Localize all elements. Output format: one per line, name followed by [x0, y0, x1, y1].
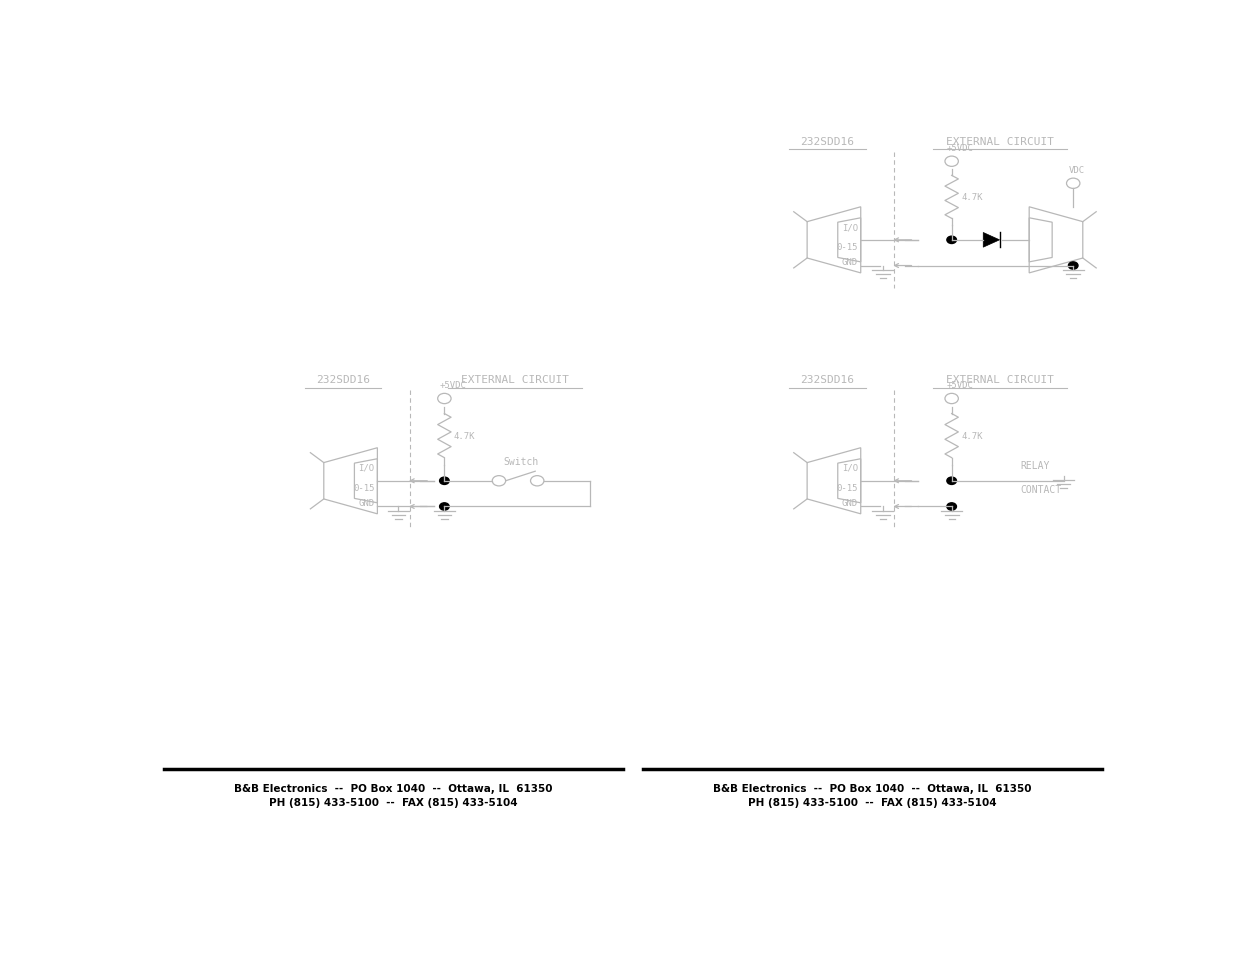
Text: 232SDD16: 232SDD16	[316, 375, 370, 385]
Circle shape	[947, 503, 956, 511]
Text: CONTACT: CONTACT	[1020, 485, 1062, 495]
Text: 0-15: 0-15	[836, 483, 858, 493]
Text: 232SDD16: 232SDD16	[800, 375, 855, 385]
Text: I/O: I/O	[358, 463, 374, 473]
Text: GND: GND	[842, 258, 858, 267]
Circle shape	[947, 477, 956, 485]
Text: PH (815) 433-5100  --  FAX (815) 433-5104: PH (815) 433-5100 -- FAX (815) 433-5104	[748, 797, 997, 807]
Text: I/O: I/O	[842, 223, 858, 232]
Text: 4.7K: 4.7K	[454, 432, 475, 440]
Text: EXTERNAL CIRCUIT: EXTERNAL CIRCUIT	[461, 375, 569, 385]
Text: I/O: I/O	[842, 463, 858, 473]
Text: +5VDC: +5VDC	[440, 380, 467, 390]
Text: B&B Electronics  --  PO Box 1040  --  Ottawa, IL  61350: B&B Electronics -- PO Box 1040 -- Ottawa…	[235, 783, 553, 793]
Text: RELAY: RELAY	[1020, 460, 1050, 470]
Text: EXTERNAL CIRCUIT: EXTERNAL CIRCUIT	[946, 375, 1053, 385]
Text: B&B Electronics  --  PO Box 1040  --  Ottawa, IL  61350: B&B Electronics -- PO Box 1040 -- Ottawa…	[713, 783, 1031, 793]
Text: +5VDC: +5VDC	[947, 144, 973, 152]
Text: 0-15: 0-15	[353, 483, 374, 493]
Text: 4.7K: 4.7K	[961, 193, 983, 202]
Polygon shape	[983, 233, 999, 248]
Circle shape	[1068, 263, 1078, 270]
Text: EXTERNAL CIRCUIT: EXTERNAL CIRCUIT	[946, 136, 1053, 147]
Text: Switch: Switch	[504, 456, 538, 467]
Text: GND: GND	[358, 498, 374, 508]
Text: PH (815) 433-5100  --  FAX (815) 433-5104: PH (815) 433-5100 -- FAX (815) 433-5104	[269, 797, 517, 807]
Circle shape	[440, 503, 450, 511]
Text: VDC: VDC	[1068, 166, 1084, 174]
Text: 0-15: 0-15	[836, 243, 858, 252]
Text: +5VDC: +5VDC	[947, 380, 973, 390]
Text: GND: GND	[842, 498, 858, 508]
Circle shape	[440, 477, 450, 485]
Text: 4.7K: 4.7K	[961, 432, 983, 440]
Circle shape	[947, 237, 956, 244]
Text: 232SDD16: 232SDD16	[800, 136, 855, 147]
